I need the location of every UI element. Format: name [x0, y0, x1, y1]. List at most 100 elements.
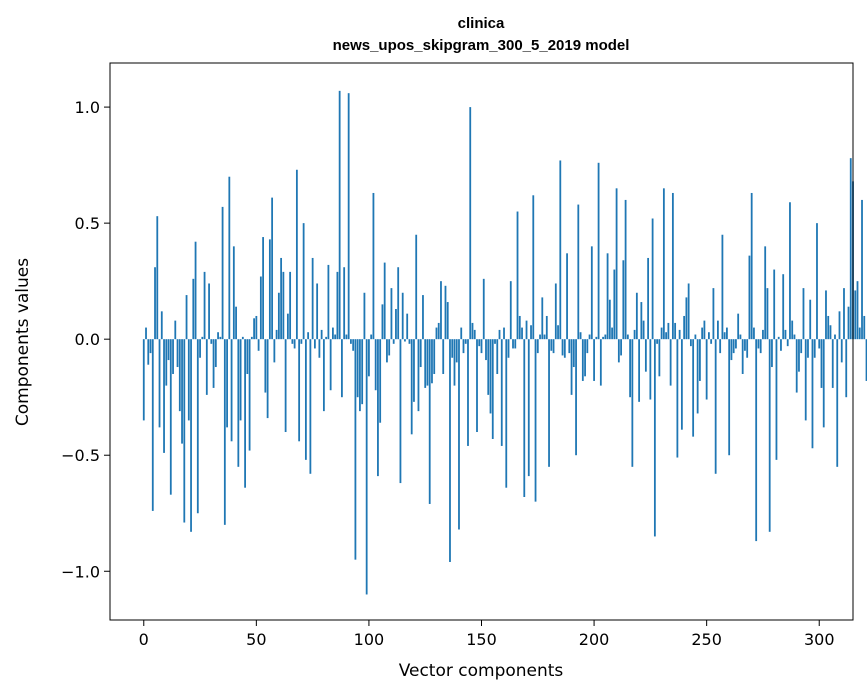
y-tick-label: 0.0 — [75, 330, 100, 349]
bar-22 — [192, 278, 195, 340]
bar-227 — [653, 339, 656, 537]
bar-145 — [469, 107, 472, 340]
bar-198 — [588, 334, 591, 340]
bar-251 — [708, 332, 710, 340]
bar-212 — [620, 339, 622, 356]
x-axis-ticks: 0 50 100 150 200 250 300 — [139, 620, 835, 649]
bar-54 — [264, 339, 267, 393]
bar-279 — [771, 339, 773, 368]
bar-114 — [399, 339, 402, 484]
bar-66 — [291, 339, 294, 344]
bar-76 — [313, 339, 316, 349]
bar-203 — [599, 339, 602, 386]
bar-20 — [187, 339, 190, 421]
bar-2 — [147, 339, 150, 365]
bar-248 — [701, 327, 704, 340]
bar-291 — [798, 339, 800, 372]
bar-10 — [165, 339, 168, 386]
y-tick-label: −1.0 — [61, 562, 100, 581]
bar-204 — [602, 336, 604, 340]
bar-79 — [320, 329, 323, 340]
bar-299 — [816, 223, 818, 340]
bar-15 — [176, 339, 179, 368]
bar-12 — [169, 339, 172, 495]
bar-41 — [235, 306, 237, 340]
bar-230 — [660, 327, 663, 340]
bar-82 — [327, 264, 330, 340]
bar-300 — [818, 339, 821, 349]
bar-178 — [543, 334, 546, 340]
x-tick-label: 100 — [354, 630, 385, 649]
bar-233 — [667, 322, 670, 340]
bar-35 — [221, 206, 224, 340]
bar-26 — [201, 336, 204, 340]
bar-253 — [712, 288, 715, 340]
x-tick-label: 0 — [139, 630, 149, 649]
bar-39 — [230, 339, 233, 442]
bar-149 — [478, 339, 481, 347]
bar-234 — [669, 339, 672, 386]
bar-282 — [777, 336, 780, 340]
bar-156 — [494, 339, 496, 344]
bar-231 — [662, 188, 665, 340]
bar-86 — [336, 271, 339, 340]
bar-144 — [467, 339, 469, 446]
bar-167 — [518, 315, 521, 340]
bar-173 — [532, 195, 535, 340]
bar-195 — [581, 339, 584, 381]
bar-107 — [383, 262, 386, 340]
bar-205 — [604, 334, 607, 340]
bar-17 — [181, 339, 183, 444]
bar-181 — [550, 339, 553, 351]
bar-176 — [539, 334, 541, 340]
bar-160 — [503, 327, 505, 340]
bar-37 — [226, 339, 228, 428]
bar-119 — [410, 339, 413, 435]
bar-242 — [687, 283, 690, 340]
bar-94 — [354, 339, 357, 560]
bar-268 — [746, 339, 749, 358]
bar-208 — [611, 327, 613, 340]
bar-29 — [208, 283, 210, 340]
bar-182 — [552, 339, 555, 354]
bar-308 — [836, 339, 839, 467]
bar-247 — [699, 339, 701, 381]
bar-72 — [304, 339, 307, 460]
bar-164 — [512, 339, 514, 349]
bar-214 — [624, 199, 627, 340]
bar-58 — [273, 339, 276, 363]
bar-192 — [575, 339, 577, 456]
bar-193 — [577, 204, 580, 340]
bar-294 — [804, 339, 807, 421]
bar-188 — [566, 253, 568, 340]
bar-121 — [415, 234, 418, 340]
bar-113 — [397, 267, 400, 340]
bar-104 — [377, 339, 379, 477]
bar-311 — [843, 288, 845, 340]
bar-135 — [446, 302, 449, 340]
bar-81 — [325, 336, 328, 340]
bar-99 — [365, 339, 368, 595]
bar-23 — [194, 241, 197, 340]
bar-179 — [545, 315, 548, 340]
bar-189 — [568, 339, 571, 354]
x-tick-label: 300 — [804, 630, 835, 649]
bar-269 — [748, 255, 751, 340]
bar-313 — [847, 306, 850, 340]
bar-19 — [185, 295, 188, 340]
bar-180 — [548, 339, 550, 467]
bar-263 — [735, 339, 737, 349]
bar-285 — [784, 329, 787, 340]
bar-75 — [311, 257, 314, 340]
bar-52 — [259, 276, 262, 340]
bar-96 — [359, 339, 361, 412]
bar-267 — [744, 339, 746, 351]
bar-202 — [597, 162, 600, 340]
bar-168 — [521, 327, 523, 340]
bar-3 — [149, 339, 152, 354]
bar-224 — [647, 257, 650, 340]
bar-161 — [505, 339, 508, 488]
bar-148 — [476, 339, 478, 433]
bar-196 — [584, 339, 586, 377]
bar-42 — [237, 339, 240, 467]
